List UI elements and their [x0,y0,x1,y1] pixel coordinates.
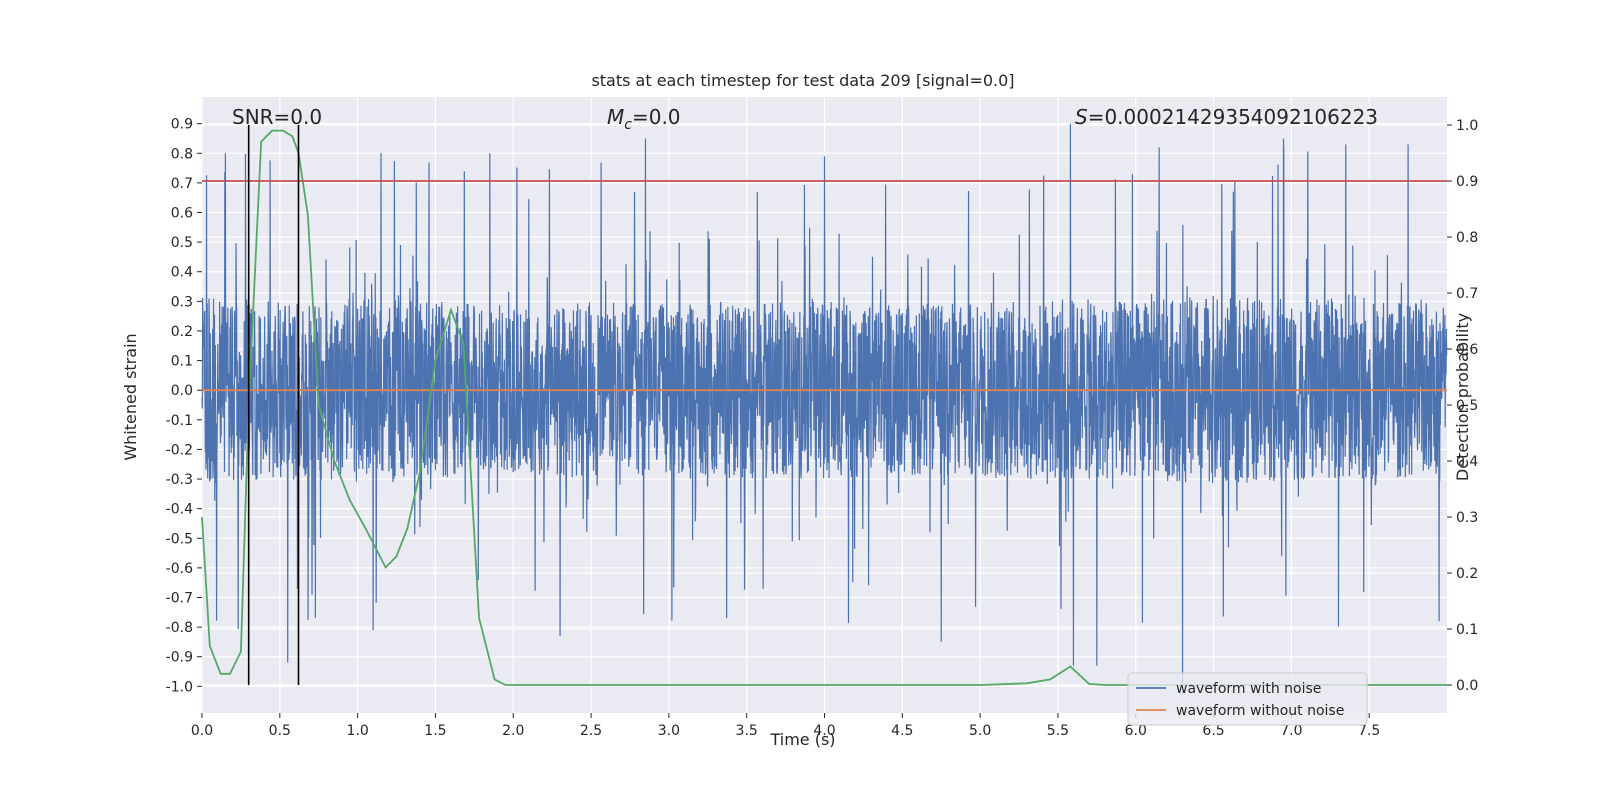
left-tick-label-0: 0.9 [171,117,193,133]
left-tick-label-7: 0.2 [171,324,193,340]
left-tick-label-19: -1.0 [166,679,193,695]
noise-waveform [201,123,1448,696]
x-tick-label-8: 4.0 [813,723,835,739]
right-tick-label-2: 0.8 [1456,230,1478,246]
x-axis-label: Time (s) [769,730,835,749]
x-tick-label-9: 4.5 [891,723,913,739]
x-tick-label-2: 1.0 [346,723,368,739]
x-tick-label-12: 6.0 [1125,723,1147,739]
x-tick-label-4: 2.0 [502,723,524,739]
x-tick-label-10: 5.0 [969,723,991,739]
left-tick-label-9: 0.0 [171,383,193,399]
right-tick-label-0: 1.0 [1456,118,1478,134]
left-tick-label-4: 0.5 [171,235,193,251]
snr-annotation: SNR=0.0 [232,105,322,129]
chirp-mass-annotation: Mc=0.0 [607,105,681,133]
left-tick-label-6: 0.3 [171,294,193,310]
legend-label-noise: waveform with noise [1176,681,1321,697]
s-statistic-annotation: S=0.00021429354092106223 [1075,105,1378,129]
y-axis-label-left: Whitened strain [121,333,140,460]
right-tick-label-3: 0.7 [1456,286,1478,302]
left-tick-label-14: -0.5 [166,531,193,547]
x-tick-label-13: 6.5 [1202,723,1224,739]
right-tick-label-6: 0.4 [1456,454,1478,470]
chart-title: stats at each timestep for test data 209… [591,71,1014,90]
left-axis-ticks: 0.9 0.8 0.7 0.6 0.5 0.4 0.3 0.2 0.1 0.0 -0.1 -0.2 -0… [166,117,202,695]
right-tick-label-7: 0.3 [1456,510,1478,526]
left-tick-label-13: -0.4 [166,502,193,518]
right-tick-label-9: 0.1 [1456,622,1478,638]
left-tick-label-5: 0.4 [171,265,193,281]
right-tick-label-8: 0.2 [1456,566,1478,582]
legend: waveform with noise waveform without noi… [1127,672,1368,726]
legend-box [1127,672,1368,726]
left-tick-label-12: -0.3 [166,472,193,488]
x-tick-label-5: 2.5 [580,723,602,739]
left-tick-label-15: -0.6 [166,561,193,577]
series-detection-probability [201,129,1447,686]
left-tick-label-1: 0.8 [171,146,193,162]
x-tick-label-7: 3.5 [736,723,758,739]
x-tick-label-6: 3.0 [658,723,680,739]
x-tick-label-15: 7.5 [1358,723,1380,739]
right-tick-label-10: 0.0 [1456,678,1478,694]
left-tick-label-10: -0.1 [166,413,193,429]
x-tick-label-14: 7.0 [1280,723,1302,739]
right-axis-ticks: 1.0 0.9 0.8 0.7 0.6 0.5 0.4 0.3 0.2 0.1 0.0 [1447,118,1478,694]
series-waveform-with-noise [201,123,1448,696]
right-tick-label-5: 0.5 [1456,398,1478,414]
left-tick-label-2: 0.7 [171,176,193,192]
x-tick-label-1: 0.5 [269,723,291,739]
x-tick-label-11: 5.5 [1047,723,1069,739]
right-tick-label-4: 0.6 [1456,342,1478,358]
left-tick-label-17: -0.8 [166,620,193,636]
plot-lines [201,125,1447,686]
left-tick-label-8: 0.1 [171,354,193,370]
right-tick-label-1: 0.9 [1456,174,1478,190]
x-axis-ticks: 0.0 0.5 1.0 1.5 2.0 2.5 3.0 3.5 4.0 4.5 5.0 5.5 6.0 6… [191,713,1380,739]
left-tick-label-11: -0.2 [166,442,193,458]
left-tick-label-18: -0.9 [166,650,193,666]
left-tick-label-3: 0.6 [171,206,193,222]
x-tick-label-3: 1.5 [424,723,446,739]
x-tick-label-0: 0.0 [191,723,213,739]
left-tick-label-16: -0.7 [166,591,193,607]
y-axis-label-right: Detection probability [1453,313,1472,481]
legend-label-clean: waveform without noise [1176,703,1344,719]
